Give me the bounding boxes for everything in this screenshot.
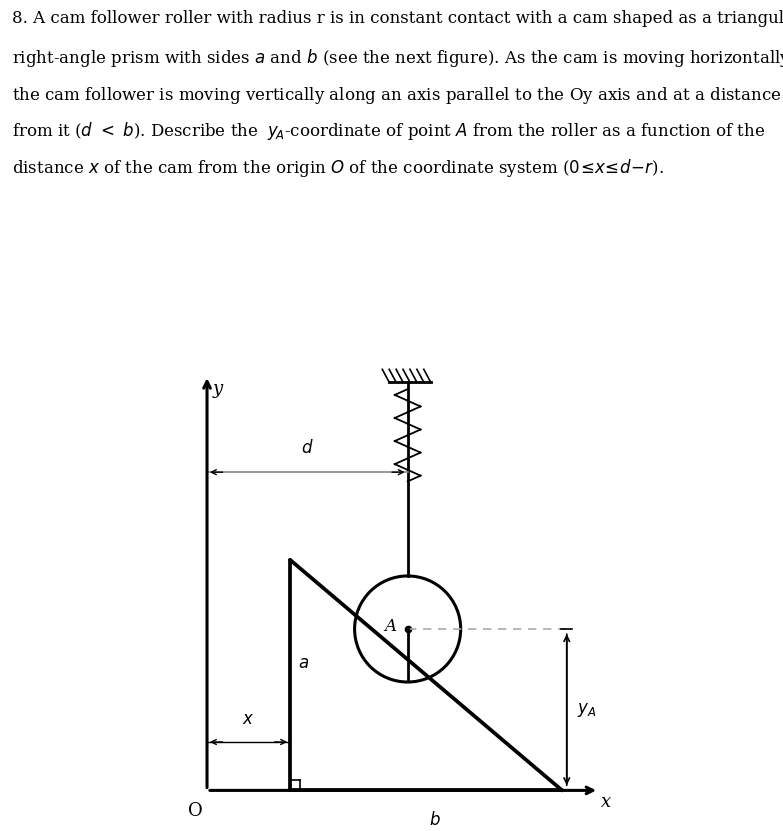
- Text: right-angle prism with sides $\mathit{a}$ and $\mathit{b}$ (see the next figure): right-angle prism with sides $\mathit{a}…: [12, 47, 783, 69]
- Text: $d$: $d$: [301, 440, 314, 457]
- Text: $a$: $a$: [298, 655, 309, 672]
- Text: $b$: $b$: [429, 811, 441, 829]
- Text: the cam follower is moving vertically along an axis parallel to the Oy axis and : the cam follower is moving vertically al…: [12, 83, 783, 106]
- Text: $y_A$: $y_A$: [577, 701, 597, 719]
- Text: x: x: [601, 793, 612, 811]
- Text: from it ($\mathit{d}$ $<$ $\mathit{b}$). Describe the  $y_{\!\mathit{A}}$-coordi: from it ($\mathit{d}$ $<$ $\mathit{b}$).…: [12, 120, 765, 142]
- Text: 8. A cam follower roller with radius r is in constant contact with a cam shaped : 8. A cam follower roller with radius r i…: [12, 10, 783, 27]
- Text: A: A: [384, 618, 396, 635]
- Text: distance $\mathit{x}$ of the cam from the origin $\mathit{O}$ of the coordinate : distance $\mathit{x}$ of the cam from th…: [12, 157, 664, 179]
- Text: O: O: [188, 802, 203, 820]
- Text: $x$: $x$: [242, 711, 254, 728]
- Text: y: y: [212, 380, 222, 398]
